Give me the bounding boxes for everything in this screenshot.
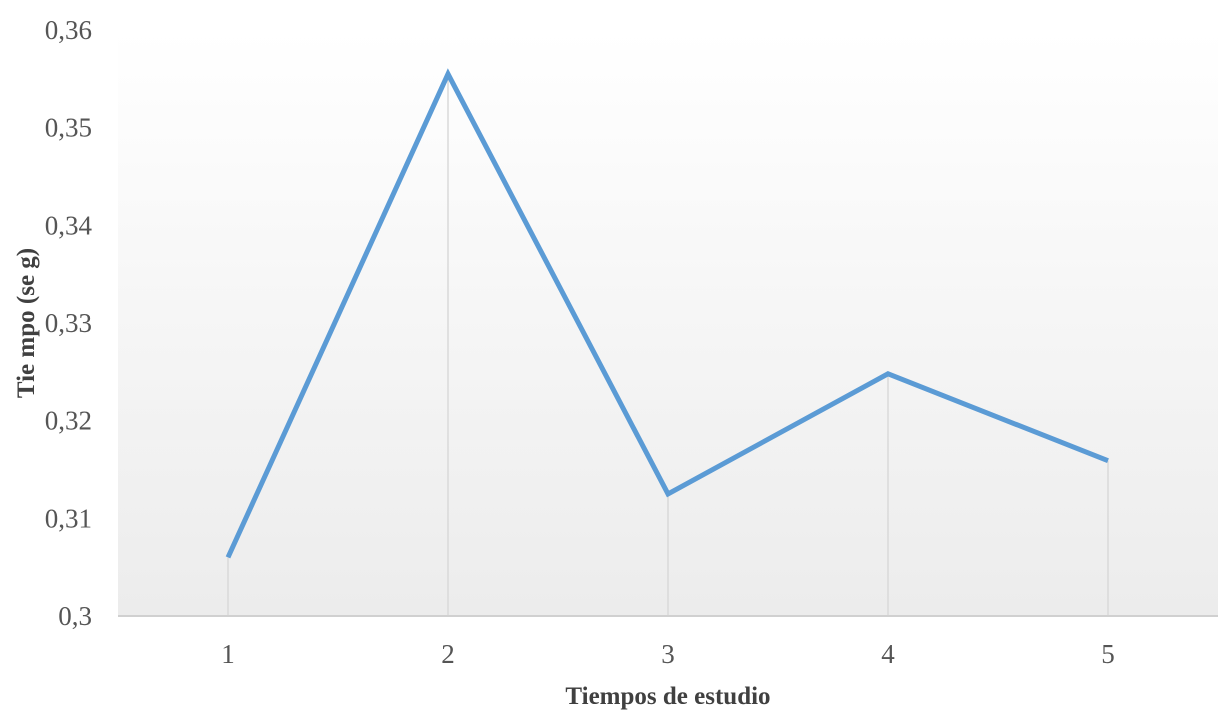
y-tick-label: 0,34 xyxy=(45,210,93,240)
x-axis-title: Tiempos de estudio xyxy=(565,683,770,710)
y-tick-label: 0,33 xyxy=(45,308,92,338)
drop-lines xyxy=(227,73,1109,616)
x-tick-label: 4 xyxy=(881,639,895,669)
series-group xyxy=(225,68,1109,559)
x-tick-label: 2 xyxy=(441,639,455,669)
y-tick-label: 0,36 xyxy=(45,15,92,45)
y-tick-label: 0,32 xyxy=(45,406,92,436)
x-tick-label: 3 xyxy=(661,639,675,669)
x-tick-label: 1 xyxy=(221,639,235,669)
y-tick-label: 0,35 xyxy=(45,113,92,143)
y-axis-title: Tie mpo (se g) xyxy=(13,248,40,398)
x-axis-ticks: 1 2 3 4 5 xyxy=(221,639,1115,669)
x-tick-label: 5 xyxy=(1101,639,1115,669)
y-tick-label: 0,31 xyxy=(45,503,92,533)
y-tick-label: 0,3 xyxy=(58,601,92,631)
y-axis-ticks: 0,3 0,31 0,32 0,33 0,34 0,35 0,36 xyxy=(45,15,93,631)
